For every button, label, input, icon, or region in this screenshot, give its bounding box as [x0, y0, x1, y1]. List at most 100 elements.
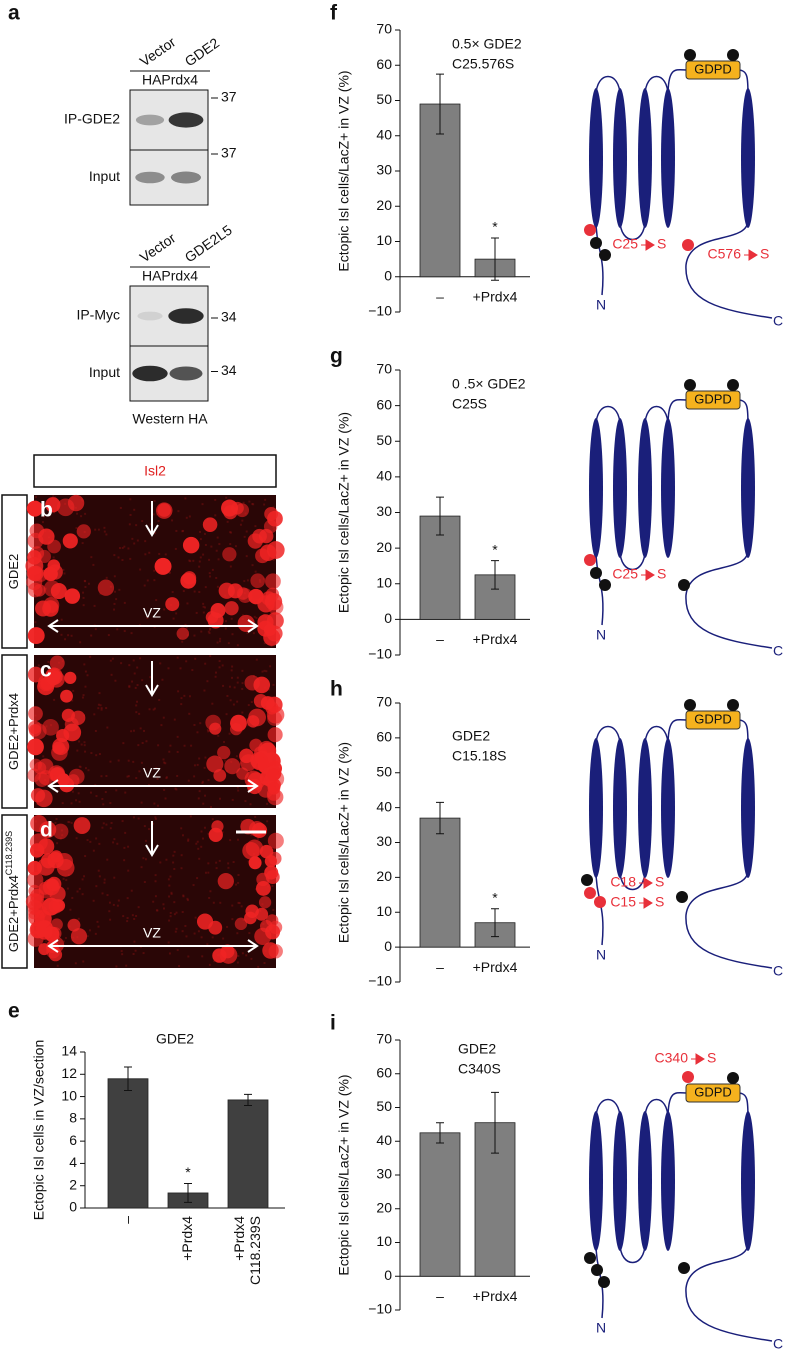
noise [207, 832, 210, 835]
noise [154, 874, 157, 877]
noise [188, 515, 191, 518]
noise [121, 820, 124, 823]
noise [193, 634, 196, 637]
noise [95, 837, 98, 840]
error-bar [491, 560, 499, 590]
noise [268, 688, 271, 691]
x-tick-line: C118.239S [247, 1216, 263, 1285]
y-tick-label: 50 [376, 1098, 392, 1114]
noise [144, 858, 147, 861]
noise [239, 523, 242, 526]
noise [211, 568, 214, 571]
noise [227, 862, 230, 865]
noise [64, 638, 67, 641]
error-bar [184, 1182, 192, 1203]
noise [213, 960, 216, 963]
noise [71, 699, 74, 702]
mutation-to: S [655, 874, 664, 890]
noise [209, 655, 212, 658]
noise [172, 861, 175, 864]
error-bar [436, 73, 444, 135]
marker-label: 37 [221, 145, 237, 161]
noise [92, 563, 95, 566]
noise [155, 599, 158, 602]
noise [184, 924, 187, 927]
noise [169, 915, 172, 918]
noise [263, 503, 266, 506]
noise [218, 640, 221, 643]
y-tick-label: 50 [376, 432, 392, 448]
noise [172, 854, 175, 857]
cysteine [727, 1072, 739, 1084]
noise [208, 896, 211, 899]
panel-letter: e [8, 1000, 20, 1023]
noise [254, 888, 257, 891]
noise [194, 916, 197, 919]
noise [269, 665, 272, 668]
annotation: GDE2 [452, 728, 490, 744]
noise [217, 734, 220, 737]
cell [268, 599, 284, 615]
noise [84, 685, 87, 688]
error-bar [436, 496, 444, 536]
noise [108, 910, 111, 913]
noise [200, 830, 203, 833]
domain-box [685, 60, 741, 80]
y-tick-label: 4 [69, 1154, 77, 1170]
noise [138, 712, 141, 715]
noise [84, 855, 87, 858]
noise [157, 744, 160, 747]
condition-superscript: C118.239S [4, 831, 14, 875]
panel-letter: a [8, 2, 20, 25]
cell [208, 920, 223, 935]
noise [254, 525, 257, 528]
cell [258, 740, 275, 758]
noise [116, 628, 119, 631]
noise [83, 663, 86, 666]
helix [661, 88, 675, 228]
cysteine [727, 49, 739, 61]
noise [218, 859, 221, 862]
noise [255, 616, 258, 619]
noise [127, 869, 130, 872]
noise [136, 684, 139, 687]
noise [180, 854, 183, 857]
noise [170, 892, 173, 895]
y-tick-label: 20 [376, 868, 392, 884]
noise [55, 818, 58, 821]
noise [144, 553, 147, 556]
cell [245, 839, 264, 857]
noise [153, 707, 156, 710]
noise [56, 964, 59, 967]
noise [118, 588, 121, 591]
noise [117, 556, 120, 559]
noise [101, 826, 104, 829]
noise [231, 918, 234, 921]
vz-arrow-head [47, 619, 259, 633]
cell [35, 919, 54, 938]
cell [266, 706, 285, 724]
cysteine [684, 699, 696, 711]
noise [176, 735, 179, 738]
noise [169, 911, 172, 914]
noise [113, 554, 116, 557]
y-axis-label: Ectopic Isl cells in VZ/section [31, 1040, 47, 1221]
chain [644, 1098, 669, 1120]
y-axis-label: Ectopic Isl cells/LacZ+ in VZ (%) [336, 412, 352, 613]
noise [199, 530, 202, 533]
condition-label: GDE2 [6, 554, 21, 589]
y-tick-label: 50 [376, 763, 392, 779]
noise [96, 920, 99, 923]
noise [250, 701, 253, 704]
zone-label: VZ [143, 925, 161, 941]
x-tick-label: – [436, 1288, 444, 1304]
y-tick-label: 60 [376, 1064, 392, 1080]
row-label: Input [89, 364, 120, 380]
noise [134, 949, 137, 952]
noise [87, 769, 90, 772]
noise [142, 952, 145, 955]
noise [168, 895, 171, 898]
noise [173, 867, 176, 870]
noise [143, 584, 146, 587]
noise [94, 729, 97, 732]
